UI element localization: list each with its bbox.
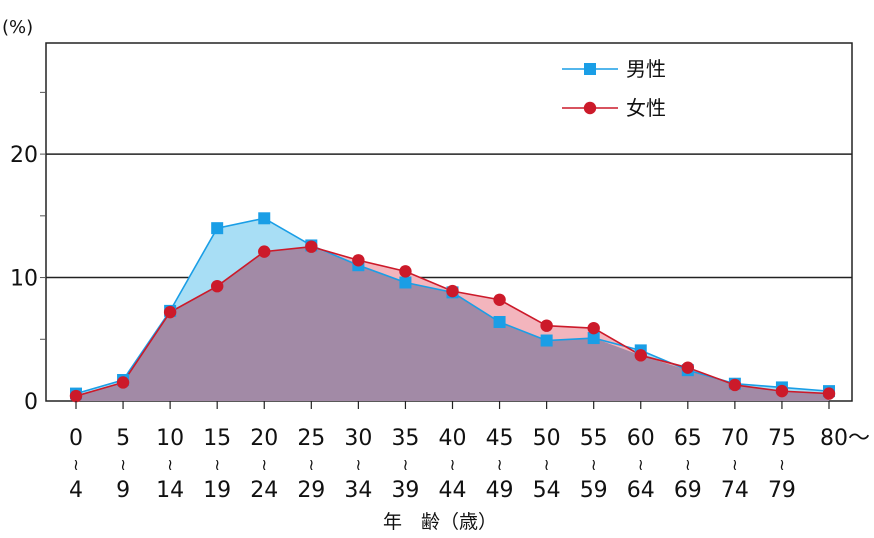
x-tick-label-range-mark: ≀: [167, 455, 173, 474]
legend-marker-male: [584, 63, 596, 75]
point-female: [540, 319, 553, 332]
x-tick-label-range-mark: ≀: [779, 455, 785, 474]
x-tick-label-start: 80～: [820, 426, 870, 451]
x-tick-label-start: 45: [486, 426, 514, 451]
point-female: [352, 254, 365, 267]
point-female: [493, 293, 506, 306]
x-tick-label-range-mark: ≀: [73, 455, 79, 474]
x-tick-label-range-mark: ≀: [214, 455, 220, 474]
x-tick-label-start: 70: [721, 426, 749, 451]
x-tick-label-start: 65: [674, 426, 702, 451]
point-female: [305, 240, 318, 253]
point-male: [399, 276, 412, 289]
x-tick-label-start: 0: [69, 426, 83, 451]
x-tick-label-range-mark: ≀: [120, 455, 126, 474]
point-male: [258, 212, 271, 225]
y-axis-unit-label: (%): [2, 17, 33, 38]
x-tick-label-range-mark: ≀: [685, 455, 691, 474]
point-female: [728, 378, 742, 392]
x-tick-label-end: 24: [250, 478, 278, 503]
x-tick-label-start: 50: [533, 426, 561, 451]
x-tick-label-range-mark: ≀: [355, 455, 361, 474]
x-tick-label-range-mark: ≀: [497, 455, 503, 474]
x-tick-label-end: 64: [627, 478, 655, 503]
point-female: [446, 284, 459, 298]
x-tick-label-range-mark: ≀: [402, 455, 408, 474]
point-male: [587, 332, 600, 345]
x-tick-label-start: 30: [344, 426, 372, 451]
x-tick-label-range-mark: ≀: [732, 455, 738, 474]
point-female: [258, 245, 271, 258]
point-female: [69, 389, 83, 403]
x-axis: 0≀45≀910≀1415≀1920≀2425≀2930≀3435≀3940≀4…: [69, 401, 870, 503]
x-tick-label-end: 79: [768, 478, 796, 503]
x-tick-label-end: 14: [156, 478, 184, 503]
area-overlap: [76, 246, 829, 401]
x-tick-label-range-mark: ≀: [261, 455, 267, 474]
y-tick-label: 0: [24, 390, 38, 415]
y-tick-label: 10: [10, 267, 38, 292]
x-tick-label-start: 25: [297, 426, 325, 451]
x-tick-label-start: 20: [250, 426, 278, 451]
x-tick-label-start: 60: [627, 426, 655, 451]
x-tick-label-end: 19: [203, 478, 231, 503]
x-axis-title: 年 齢（歳）: [383, 511, 497, 533]
plot-area: [45, 42, 853, 403]
x-tick-label-end: 69: [674, 478, 702, 503]
x-tick-label-end: 59: [580, 478, 608, 503]
x-tick-label-start: 5: [116, 426, 130, 451]
x-tick-label-range-mark: ≀: [308, 455, 314, 474]
point-female: [116, 376, 130, 389]
x-tick-label-end: 29: [297, 478, 325, 503]
gridlines: [46, 153, 852, 279]
series-markers: [69, 212, 836, 403]
point-male: [211, 222, 224, 235]
point-female: [210, 279, 224, 293]
x-tick-label-end: 74: [721, 478, 749, 503]
x-tick-label-start: 15: [203, 426, 231, 451]
y-axis: 0 10 20: [10, 91, 46, 415]
legend-label-female: 女性: [626, 96, 666, 120]
point-male: [540, 334, 553, 347]
point-female: [587, 321, 600, 335]
x-tick-label-end: 39: [391, 478, 419, 503]
x-tick-label-range-mark: ≀: [591, 455, 597, 474]
x-tick-label-start: 55: [580, 426, 608, 451]
x-tick-label-range-mark: ≀: [450, 455, 456, 474]
x-tick-label-start: 35: [391, 426, 419, 451]
x-tick-label-range-mark: ≀: [544, 455, 550, 474]
y-tick-label: 20: [10, 143, 38, 168]
legend-item-male: 男性: [562, 57, 666, 81]
series-areas: [76, 218, 829, 401]
x-tick-label-end: 54: [533, 478, 561, 503]
x-tick-label-end: 9: [116, 478, 130, 503]
point-female: [775, 384, 789, 398]
x-tick-label-end: 4: [69, 478, 83, 503]
point-female: [822, 387, 836, 400]
x-tick-label-start: 40: [439, 426, 467, 451]
x-tick-label-start: 10: [156, 426, 184, 451]
legend-marker-female: [583, 101, 597, 115]
point-female: [681, 361, 695, 374]
point-female: [399, 265, 412, 278]
x-tick-label-end: 44: [439, 478, 467, 503]
legend-label-male: 男性: [626, 57, 666, 81]
x-tick-label-end: 34: [344, 478, 372, 503]
point-female: [163, 305, 177, 319]
legend-item-female: 女性: [562, 96, 666, 120]
x-tick-label-start: 75: [768, 426, 796, 451]
point-male: [493, 315, 506, 328]
x-tick-label-end: 49: [486, 478, 514, 503]
x-tick-label-range-mark: ≀: [638, 455, 644, 474]
point-female: [634, 349, 647, 362]
